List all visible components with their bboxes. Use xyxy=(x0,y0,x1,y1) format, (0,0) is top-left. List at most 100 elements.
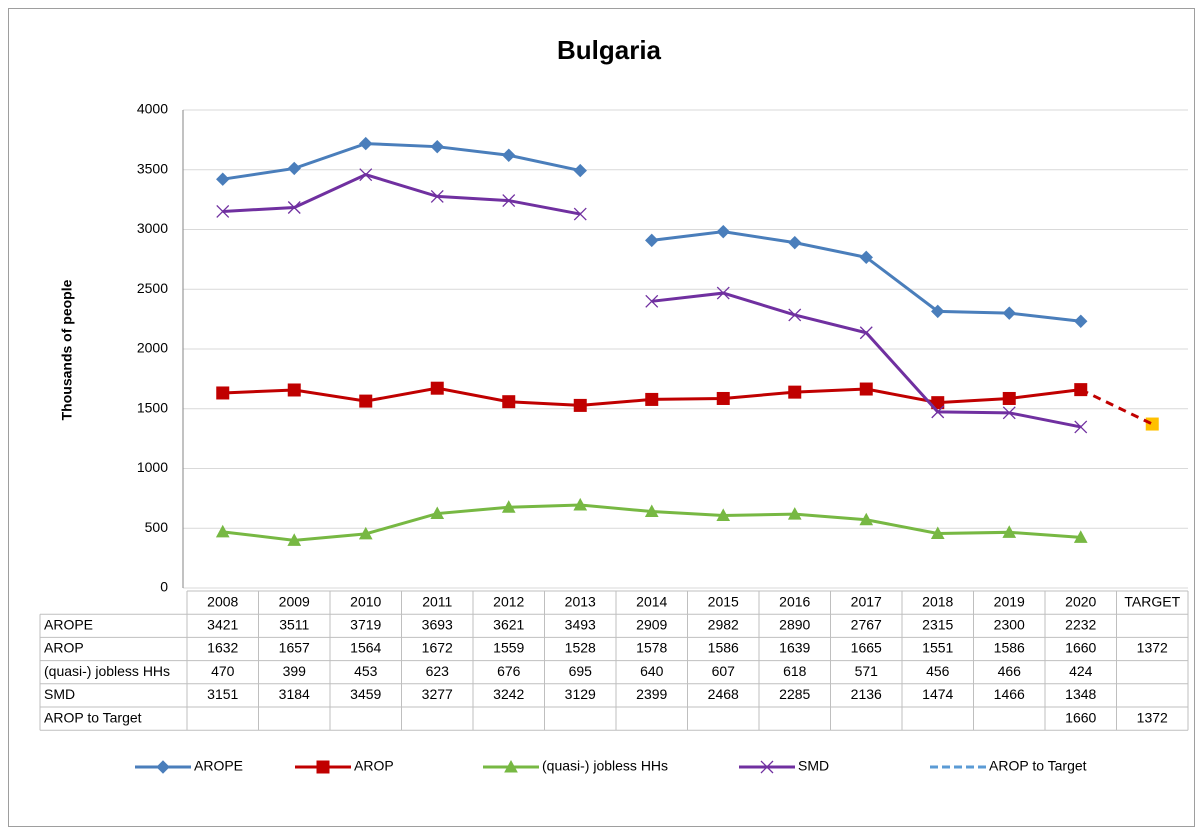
table-cell: 3421 xyxy=(207,617,238,633)
marker xyxy=(716,224,730,239)
marker xyxy=(859,250,873,265)
table-cell: 1372 xyxy=(1137,709,1168,725)
x-tick-label: 2016 xyxy=(779,593,810,609)
marker xyxy=(502,395,516,409)
marker xyxy=(316,760,330,774)
table-cell: 1559 xyxy=(493,640,524,656)
marker xyxy=(216,172,230,186)
table-cell: 3493 xyxy=(565,617,596,633)
table-cell: 618 xyxy=(783,663,807,679)
table-cell: 2468 xyxy=(708,686,739,702)
marker xyxy=(430,506,445,520)
x-tick-label: 2020 xyxy=(1065,593,1096,609)
table-cell: 2890 xyxy=(779,617,810,633)
table-cell: 1660 xyxy=(1065,709,1096,725)
table-cell: 676 xyxy=(497,663,521,679)
legend-label: AROP to Target xyxy=(989,758,1087,774)
marker xyxy=(573,207,587,221)
marker xyxy=(930,526,945,540)
table-cell: 3459 xyxy=(350,686,381,702)
table-cell: 1665 xyxy=(851,640,882,656)
marker xyxy=(859,382,873,396)
table-cell: 2982 xyxy=(708,617,739,633)
table-cell: 1466 xyxy=(994,686,1025,702)
marker xyxy=(359,394,373,408)
table-cell: 695 xyxy=(569,663,593,679)
y-axis-label: Thousands of people xyxy=(59,279,75,420)
table-row-label: AROP xyxy=(44,640,84,656)
marker xyxy=(645,294,659,308)
x-tick-label: 2009 xyxy=(279,593,310,609)
y-tick-label: 0 xyxy=(160,579,168,595)
marker xyxy=(430,139,444,154)
table-row-label: AROP to Target xyxy=(44,709,142,725)
marker xyxy=(573,398,587,412)
table-cell: 399 xyxy=(283,663,307,679)
marker xyxy=(1002,525,1017,538)
table-cell: 2285 xyxy=(779,686,810,702)
marker xyxy=(645,233,659,248)
x-tick-label: 2018 xyxy=(922,593,953,609)
marker xyxy=(216,204,230,218)
y-tick-label: 4000 xyxy=(137,101,168,117)
x-tick-label: 2012 xyxy=(493,593,524,609)
marker xyxy=(573,497,588,511)
table-cell: 470 xyxy=(211,663,235,679)
table-cell: 3151 xyxy=(207,686,238,702)
table-cell: 424 xyxy=(1069,663,1093,679)
marker xyxy=(359,136,373,151)
legend-label: AROPE xyxy=(194,758,243,774)
marker xyxy=(287,161,301,176)
chart-title: Bulgaria xyxy=(557,35,662,65)
table-cell: 1474 xyxy=(922,686,953,702)
table-cell: 1578 xyxy=(636,640,667,656)
marker xyxy=(788,385,802,399)
x-tick-label: 2019 xyxy=(994,593,1025,609)
table-cell: 3621 xyxy=(493,617,524,633)
table-cell: 2399 xyxy=(636,686,667,702)
y-tick-label: 1000 xyxy=(137,459,168,475)
table-cell: 2315 xyxy=(922,617,953,633)
marker xyxy=(716,391,730,405)
y-tick-label: 3000 xyxy=(137,220,168,236)
y-tick-label: 2500 xyxy=(137,280,168,296)
marker xyxy=(504,759,518,773)
x-tick-label: 2008 xyxy=(207,593,238,609)
marker xyxy=(1002,306,1016,320)
legend-label: AROP xyxy=(354,758,394,774)
y-tick-label: 3500 xyxy=(137,160,168,176)
marker xyxy=(287,383,301,397)
x-tick-label: 2010 xyxy=(350,593,381,609)
marker xyxy=(359,168,373,182)
table-cell: 1551 xyxy=(922,640,953,656)
marker xyxy=(644,504,659,518)
table-cell: 2136 xyxy=(851,686,882,702)
chart-border xyxy=(8,8,1195,827)
y-tick-label: 500 xyxy=(145,519,169,535)
table-cell: 640 xyxy=(640,663,664,679)
table-cell: 2300 xyxy=(994,617,1025,633)
marker xyxy=(502,194,516,208)
x-tick-label: 2014 xyxy=(636,593,667,609)
marker xyxy=(501,500,516,513)
table-cell: 3184 xyxy=(279,686,310,702)
marker xyxy=(931,396,945,410)
table-cell: 456 xyxy=(926,663,950,679)
marker xyxy=(287,533,302,546)
x-tick-label: TARGET xyxy=(1124,593,1180,609)
marker xyxy=(716,508,731,521)
table-cell: 3719 xyxy=(350,617,381,633)
table-cell: 1348 xyxy=(1065,686,1096,702)
table-cell: 2909 xyxy=(636,617,667,633)
table-cell: 2767 xyxy=(851,617,882,633)
y-tick-label: 1500 xyxy=(137,399,168,415)
table-cell: 1672 xyxy=(422,640,453,656)
marker xyxy=(1145,417,1159,431)
table-cell: 2232 xyxy=(1065,617,1096,633)
table-cell: 1639 xyxy=(779,640,810,656)
marker xyxy=(788,308,802,322)
marker xyxy=(430,381,444,395)
x-tick-label: 2017 xyxy=(851,593,882,609)
table-cell: 3511 xyxy=(279,617,309,633)
x-tick-label: 2013 xyxy=(565,593,596,609)
